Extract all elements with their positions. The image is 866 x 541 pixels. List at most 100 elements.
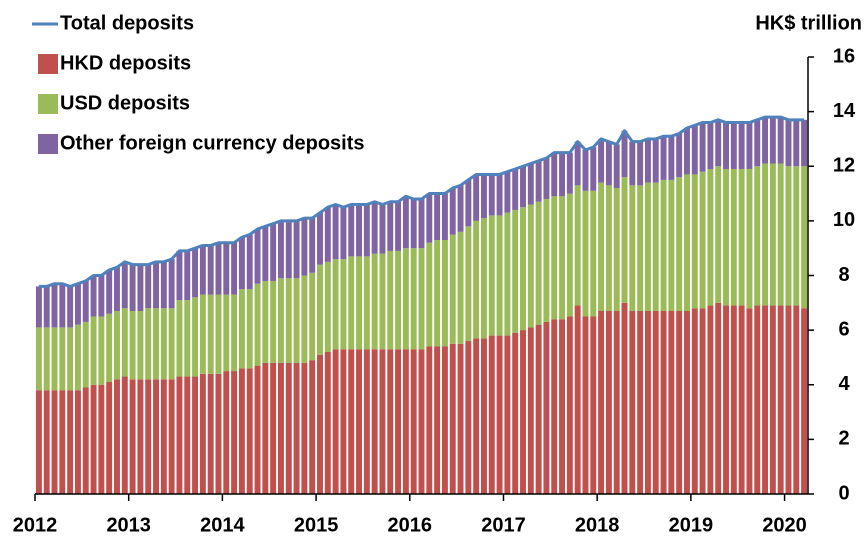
bar [512, 209, 519, 333]
bar [246, 368, 253, 494]
bar [504, 335, 511, 494]
bar [473, 174, 480, 221]
bar [153, 261, 159, 309]
bar [114, 311, 120, 380]
bar [793, 305, 800, 494]
y-tick-label: 12 [833, 155, 855, 177]
bar [676, 311, 683, 494]
bar [785, 305, 792, 494]
bar [285, 278, 292, 363]
bar [496, 335, 503, 494]
bar [238, 368, 245, 494]
bar [543, 158, 550, 200]
legend-swatch [38, 54, 58, 74]
y-tick-label: 14 [833, 100, 856, 122]
bar [301, 275, 308, 363]
bar [543, 199, 550, 322]
y-tick-label: 16 [833, 45, 855, 67]
bar [668, 311, 675, 494]
bar [153, 379, 159, 494]
bar [246, 289, 253, 369]
bar [527, 163, 534, 205]
bar [676, 177, 683, 312]
bar [168, 259, 175, 309]
bar [340, 349, 347, 494]
bar [629, 311, 636, 494]
bar [738, 168, 745, 306]
bar [621, 130, 628, 178]
bar [387, 349, 394, 494]
bar [769, 305, 776, 494]
bar [98, 316, 105, 385]
bar [441, 193, 448, 240]
legend-label: HKD deposits [60, 52, 191, 74]
bar [176, 250, 183, 301]
bar [121, 308, 128, 377]
legend-swatch [38, 134, 58, 154]
bar [504, 171, 511, 213]
y-tick-label: 4 [838, 373, 850, 395]
bar [660, 311, 667, 494]
bar [153, 308, 159, 380]
bar [231, 242, 238, 295]
bar [238, 237, 245, 290]
bar [769, 117, 776, 164]
bar [512, 168, 519, 210]
bar [301, 218, 308, 276]
bar [621, 302, 628, 494]
bar [317, 212, 323, 265]
bar [566, 193, 573, 317]
bar [699, 308, 706, 494]
bar [59, 283, 66, 328]
bar [395, 250, 402, 350]
bar [410, 248, 417, 350]
bar [285, 362, 292, 494]
bar [418, 199, 425, 249]
bar [590, 316, 597, 494]
bar [348, 204, 355, 257]
bar [324, 207, 331, 262]
y-tick-label: 8 [838, 264, 849, 286]
bar [254, 229, 261, 284]
bar [192, 297, 199, 377]
bar [520, 330, 526, 494]
bar [746, 168, 753, 309]
bar [410, 349, 417, 494]
bar [801, 166, 808, 309]
x-tick-label: 2017 [481, 514, 526, 536]
bar [114, 267, 120, 312]
bar [418, 248, 425, 350]
bar [293, 220, 300, 279]
bar [449, 234, 456, 344]
bar [676, 133, 683, 178]
bar [707, 122, 714, 169]
bar [301, 362, 308, 494]
bar [371, 349, 378, 494]
bar [309, 272, 316, 361]
bar [176, 300, 183, 377]
bar [277, 220, 284, 279]
bar [293, 362, 300, 494]
x-tick-label: 2013 [106, 514, 151, 536]
bar [35, 286, 42, 328]
bar [668, 136, 675, 180]
bar [660, 136, 667, 180]
bar [746, 122, 753, 169]
bar [738, 122, 745, 169]
bar [684, 174, 690, 312]
bar [488, 335, 495, 494]
legend-label: Other foreign currency deposits [60, 132, 365, 154]
bar [629, 141, 636, 186]
bar [356, 349, 363, 494]
bar [340, 259, 347, 350]
bar [426, 346, 433, 494]
bar [668, 179, 675, 312]
y-tick-label: 2 [838, 428, 849, 450]
bar [121, 261, 128, 309]
bar [348, 256, 355, 350]
bar [262, 280, 269, 363]
bar [512, 332, 519, 494]
x-tick-label: 2018 [575, 514, 620, 536]
bar [184, 300, 191, 377]
